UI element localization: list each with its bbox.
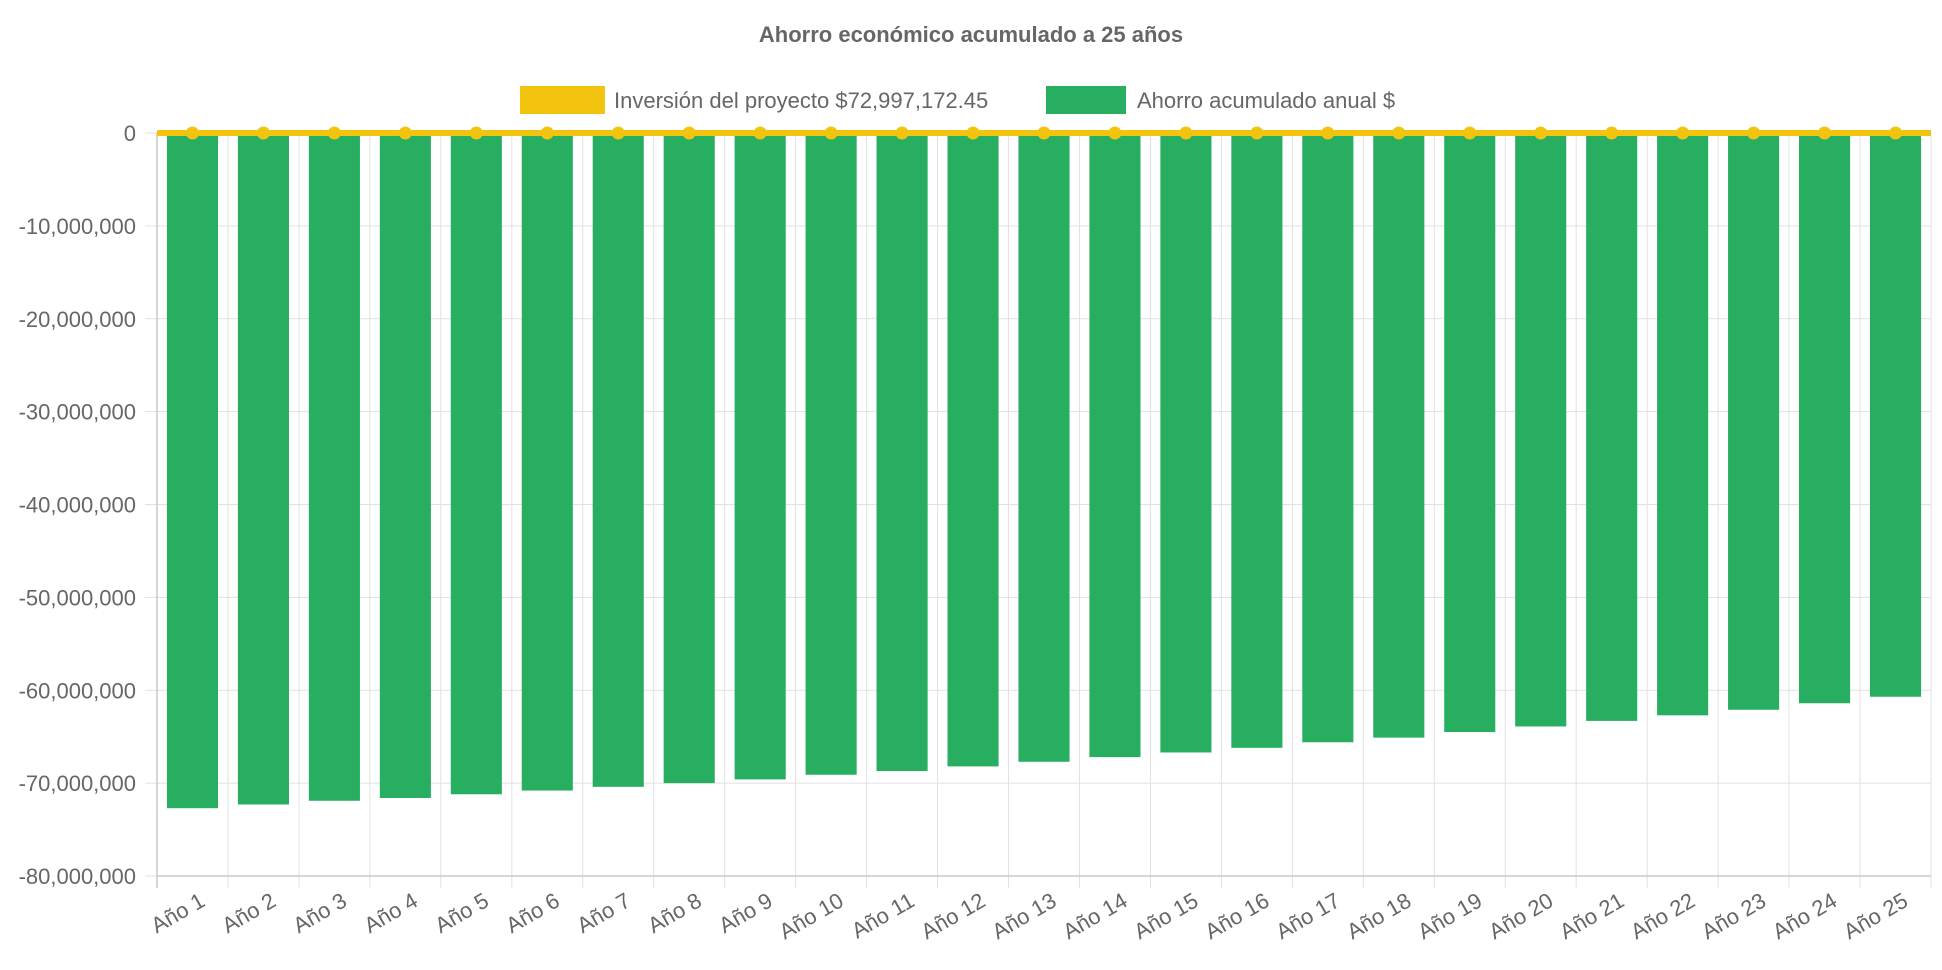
- x-tick-label: Año 25: [1839, 888, 1912, 945]
- investment-point-6[interactable]: [540, 126, 554, 140]
- bar-16[interactable]: [1231, 133, 1283, 748]
- bar-13[interactable]: [1018, 133, 1070, 762]
- bar-15[interactable]: [1160, 133, 1212, 753]
- x-tick-label: Año 18: [1342, 888, 1415, 945]
- legend-swatch-savings[interactable]: [1046, 86, 1126, 114]
- bar-24[interactable]: [1799, 133, 1851, 704]
- investment-point-2[interactable]: [256, 126, 270, 140]
- investment-point-8[interactable]: [682, 126, 696, 140]
- bar-10[interactable]: [805, 133, 857, 775]
- legend-swatch-investment[interactable]: [520, 86, 605, 114]
- investment-point-25[interactable]: [1889, 126, 1903, 140]
- x-tick-label: Año 2: [218, 888, 280, 938]
- investment-point-14[interactable]: [1108, 126, 1122, 140]
- chart-title: Ahorro económico acumulado a 25 años: [759, 22, 1183, 47]
- bar-21[interactable]: [1586, 133, 1638, 721]
- bar-19[interactable]: [1444, 133, 1496, 733]
- bar-5[interactable]: [450, 133, 502, 795]
- x-tick-label: Año 1: [147, 888, 209, 938]
- legend-label-savings[interactable]: Ahorro acumulado anual $: [1137, 88, 1395, 113]
- y-tick-label: 0: [124, 121, 136, 146]
- x-tick-label: Año 6: [501, 888, 563, 938]
- x-tick-label: Año 13: [988, 888, 1061, 945]
- bar-25[interactable]: [1869, 133, 1922, 697]
- line-series: [157, 126, 1931, 140]
- bar-1[interactable]: [166, 133, 219, 809]
- y-tick-label: -50,000,000: [19, 585, 136, 610]
- x-axis-ticks: Año 1 Año 2 Año 3 Año 4 Año 5 Año 6 Año 7 Año 8…: [147, 888, 1912, 945]
- bar-20[interactable]: [1515, 133, 1567, 727]
- bar-9[interactable]: [734, 133, 786, 780]
- investment-point-12[interactable]: [966, 126, 980, 140]
- investment-point-19[interactable]: [1463, 126, 1477, 140]
- y-tick-label: -40,000,000: [19, 493, 136, 518]
- investment-point-3[interactable]: [327, 126, 341, 140]
- x-tick-label: Año 5: [431, 888, 493, 938]
- x-tick-label: Año 21: [1555, 888, 1628, 945]
- investment-point-21[interactable]: [1605, 126, 1619, 140]
- y-tick-label: -70,000,000: [19, 771, 136, 796]
- y-tick-label: -10,000,000: [19, 214, 136, 239]
- x-tick-label: Año 20: [1484, 888, 1557, 945]
- bar-11[interactable]: [876, 133, 928, 772]
- investment-point-7[interactable]: [611, 126, 625, 140]
- chart-legend: Inversión del proyecto $72,997,172.45 Ah…: [520, 86, 1395, 114]
- bar-17[interactable]: [1302, 133, 1354, 743]
- x-tick-label: Año 4: [360, 888, 422, 938]
- x-tick-label: Año 16: [1200, 888, 1273, 945]
- investment-point-20[interactable]: [1534, 126, 1548, 140]
- y-tick-label: -80,000,000: [19, 864, 136, 889]
- investment-point-23[interactable]: [1747, 126, 1761, 140]
- x-tick-label: Año 12: [917, 888, 990, 945]
- x-tick-label: Año 22: [1626, 888, 1699, 945]
- legend-label-investment[interactable]: Inversión del proyecto $72,997,172.45: [614, 88, 988, 113]
- bar-22[interactable]: [1657, 133, 1709, 716]
- bar-18[interactable]: [1373, 133, 1425, 738]
- investment-point-17[interactable]: [1321, 126, 1335, 140]
- bar-3[interactable]: [308, 133, 360, 801]
- investment-point-22[interactable]: [1676, 126, 1690, 140]
- bar-4[interactable]: [379, 133, 431, 798]
- investment-point-24[interactable]: [1818, 126, 1832, 140]
- investment-point-9[interactable]: [753, 126, 767, 140]
- x-tick-label: Año 7: [572, 888, 634, 938]
- bar-2[interactable]: [237, 133, 289, 805]
- x-tick-label: Año 24: [1768, 888, 1841, 945]
- investment-point-5[interactable]: [469, 126, 483, 140]
- bar-8[interactable]: [663, 133, 715, 784]
- investment-point-10[interactable]: [824, 126, 838, 140]
- x-tick-label: Año 15: [1130, 888, 1203, 945]
- x-tick-label: Año 11: [847, 888, 918, 944]
- x-tick-label: Año 17: [1271, 888, 1344, 945]
- bar-23[interactable]: [1728, 133, 1780, 710]
- y-tick-label: -20,000,000: [19, 307, 136, 332]
- y-tick-label: -30,000,000: [19, 400, 136, 425]
- x-tick-label: Año 8: [643, 888, 705, 938]
- y-axis-ticks: 0 -10,000,000 -20,000,000 -30,000,000 -40,00…: [19, 121, 136, 889]
- x-tick-label: Año 9: [714, 888, 776, 938]
- x-tick-label: Año 14: [1059, 888, 1132, 945]
- x-tick-label: Año 10: [775, 888, 848, 945]
- investment-point-13[interactable]: [1037, 126, 1051, 140]
- bar-series: [166, 133, 1922, 809]
- investment-point-11[interactable]: [895, 126, 909, 140]
- bar-7[interactable]: [592, 133, 644, 787]
- x-tick-label: Año 3: [289, 888, 351, 938]
- investment-point-4[interactable]: [398, 126, 412, 140]
- investment-point-15[interactable]: [1179, 126, 1193, 140]
- investment-point-16[interactable]: [1250, 126, 1264, 140]
- investment-point-18[interactable]: [1392, 126, 1406, 140]
- investment-point-1[interactable]: [185, 126, 199, 140]
- y-tick-label: -60,000,000: [19, 678, 136, 703]
- bar-12[interactable]: [947, 133, 999, 767]
- x-tick-label: Año 19: [1413, 888, 1486, 945]
- x-tick-label: Año 23: [1697, 888, 1770, 945]
- bar-14[interactable]: [1089, 133, 1141, 758]
- bar-6[interactable]: [521, 133, 573, 791]
- grid-lines: [145, 132, 1932, 888]
